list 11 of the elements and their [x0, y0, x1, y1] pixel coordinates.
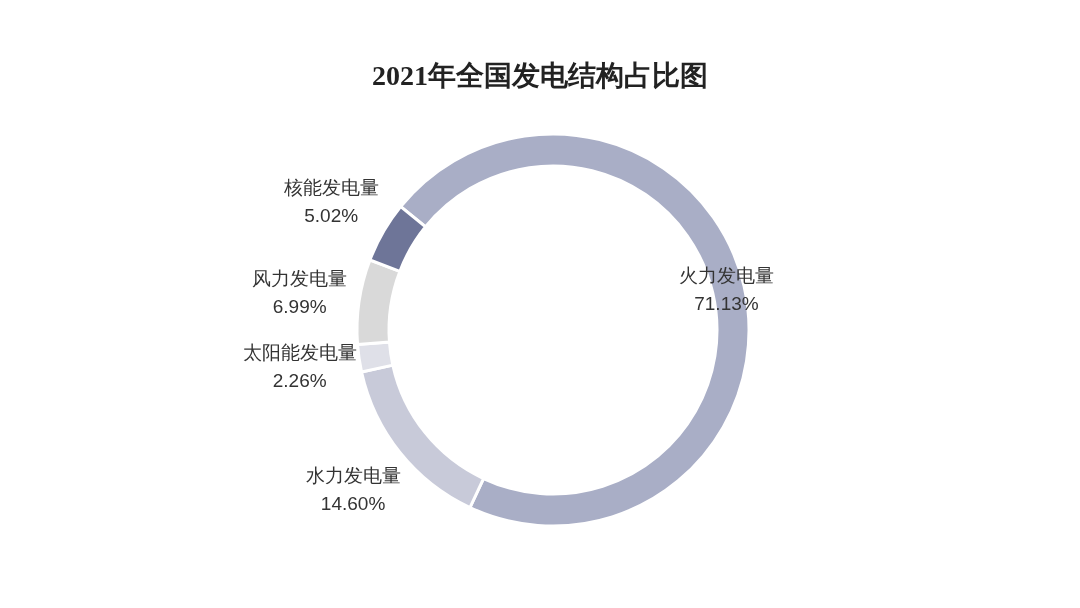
slice-label: 核能发电量 — [282, 177, 379, 199]
data-label: 71.13% — [694, 293, 759, 315]
data-label: 6.99% — [272, 295, 327, 317]
slice-label: 水力发电量 — [305, 464, 401, 486]
data-label: 5.02% — [304, 205, 359, 227]
slice-label: 风力发电量 — [252, 267, 348, 289]
slice-label: 火力发电量 — [678, 265, 774, 287]
slice-label: 太阳能发电量 — [242, 341, 357, 363]
data-label: 2.26% — [272, 369, 327, 391]
data-label: 14.60% — [320, 492, 386, 514]
chart-title: 2021年全国发电结构占比图 — [372, 60, 708, 91]
